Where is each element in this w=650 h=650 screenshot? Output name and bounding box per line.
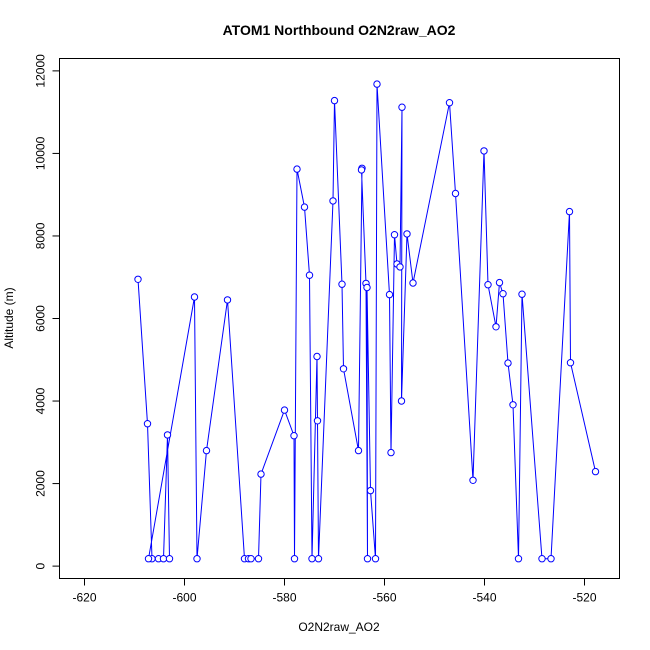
data-point bbox=[397, 397, 406, 405]
data-point bbox=[484, 281, 492, 289]
x-axis: -620 -600 -580 -560 -540 -520 bbox=[72, 578, 597, 605]
data-point bbox=[371, 555, 380, 563]
data-point bbox=[290, 555, 299, 563]
y-tick-label: 6000 bbox=[34, 305, 48, 332]
data-point bbox=[159, 555, 168, 563]
x-tick-label: -520 bbox=[572, 591, 596, 605]
data-point bbox=[451, 189, 460, 198]
data-point bbox=[518, 290, 526, 298]
data-point bbox=[202, 446, 211, 455]
x-tick-label: -580 bbox=[272, 591, 296, 605]
y-axis: 0 2000 4000 6000 8000 10000 12000 bbox=[34, 54, 60, 569]
data-point bbox=[293, 165, 301, 173]
plot-frame bbox=[59, 58, 620, 579]
data-point bbox=[223, 296, 232, 304]
data-point bbox=[338, 280, 346, 288]
data-point bbox=[547, 555, 555, 563]
data-point bbox=[247, 555, 255, 563]
data-point bbox=[504, 359, 512, 367]
data-point bbox=[591, 467, 600, 476]
x-tick-label: -560 bbox=[372, 591, 396, 605]
y-tick-label: 0 bbox=[34, 562, 48, 569]
data-point bbox=[566, 359, 575, 367]
data-point bbox=[403, 230, 411, 238]
y-tick-label: 8000 bbox=[34, 222, 48, 249]
data-point bbox=[538, 555, 546, 563]
data-point bbox=[565, 207, 574, 216]
data-point bbox=[363, 283, 371, 292]
data-point bbox=[398, 103, 406, 111]
series-line bbox=[137, 84, 596, 560]
data-point bbox=[492, 323, 500, 331]
data-point bbox=[290, 432, 298, 440]
data-point bbox=[385, 290, 394, 299]
data-point bbox=[300, 203, 309, 211]
data-point bbox=[514, 555, 523, 563]
data-point bbox=[469, 476, 477, 484]
data-point bbox=[445, 99, 454, 107]
data-point bbox=[329, 197, 337, 205]
data-point bbox=[314, 555, 323, 563]
data-point bbox=[313, 352, 321, 361]
data-point bbox=[339, 365, 348, 373]
data-series bbox=[134, 80, 600, 563]
data-point bbox=[165, 555, 174, 563]
data-point bbox=[313, 417, 322, 425]
data-point bbox=[409, 279, 417, 287]
data-point bbox=[257, 470, 265, 478]
data-point bbox=[193, 555, 201, 563]
data-point bbox=[387, 448, 395, 457]
data-point bbox=[330, 96, 339, 105]
data-point bbox=[144, 555, 153, 563]
data-point bbox=[499, 290, 507, 298]
data-point bbox=[366, 486, 375, 495]
x-tick-label: -540 bbox=[472, 591, 496, 605]
data-point bbox=[495, 278, 504, 287]
data-point bbox=[390, 231, 399, 239]
y-tick-label: 10000 bbox=[34, 136, 48, 170]
data-point bbox=[280, 406, 289, 414]
data-point bbox=[396, 263, 404, 271]
data-point bbox=[143, 420, 152, 428]
data-point bbox=[190, 293, 199, 301]
data-point bbox=[308, 555, 316, 563]
x-tick-label: -600 bbox=[172, 591, 196, 605]
data-point bbox=[163, 431, 172, 439]
data-point bbox=[357, 166, 366, 174]
data-point bbox=[254, 555, 263, 563]
data-point bbox=[134, 275, 142, 283]
data-point bbox=[373, 80, 381, 88]
data-point bbox=[480, 147, 488, 155]
x-tick-label: -620 bbox=[72, 591, 96, 605]
data-point bbox=[509, 401, 517, 409]
y-tick-label: 4000 bbox=[34, 387, 48, 414]
y-tick-label: 12000 bbox=[34, 54, 48, 88]
chart-title: ATOM1 Northbound O2N2raw_AO2 bbox=[223, 22, 456, 38]
data-point bbox=[354, 446, 363, 455]
data-point bbox=[363, 555, 372, 563]
y-axis-label: Altitude (m) bbox=[2, 287, 16, 348]
x-axis-label: O2N2raw_AO2 bbox=[298, 620, 380, 634]
y-tick-label: 2000 bbox=[34, 470, 48, 497]
data-point bbox=[305, 271, 314, 279]
